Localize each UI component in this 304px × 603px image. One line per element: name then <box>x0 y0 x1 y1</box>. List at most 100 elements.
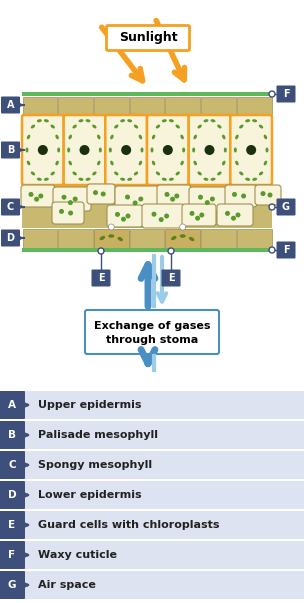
Circle shape <box>269 204 275 210</box>
Bar <box>22 186 272 228</box>
Ellipse shape <box>252 178 257 181</box>
Text: Air space: Air space <box>38 580 96 590</box>
FancyBboxPatch shape <box>22 115 64 185</box>
Ellipse shape <box>264 160 267 165</box>
Ellipse shape <box>108 234 114 238</box>
FancyBboxPatch shape <box>189 115 230 185</box>
Circle shape <box>198 195 203 200</box>
Text: F: F <box>283 245 289 255</box>
Circle shape <box>138 197 143 201</box>
Circle shape <box>189 211 195 216</box>
Text: Waxy cuticle: Waxy cuticle <box>38 550 117 560</box>
FancyBboxPatch shape <box>225 185 257 207</box>
Ellipse shape <box>171 236 177 240</box>
Text: A: A <box>7 100 14 110</box>
Bar <box>0 541 304 569</box>
Ellipse shape <box>99 148 102 153</box>
Ellipse shape <box>194 160 197 165</box>
Circle shape <box>236 212 240 218</box>
Circle shape <box>93 190 98 195</box>
Ellipse shape <box>175 171 180 175</box>
FancyBboxPatch shape <box>115 186 159 212</box>
FancyBboxPatch shape <box>107 205 143 227</box>
FancyBboxPatch shape <box>92 270 110 286</box>
Text: B: B <box>8 430 16 440</box>
Ellipse shape <box>152 134 155 139</box>
Ellipse shape <box>180 234 186 238</box>
Ellipse shape <box>140 148 143 153</box>
Bar <box>130 229 164 247</box>
Text: F: F <box>9 550 16 560</box>
Circle shape <box>199 212 204 218</box>
Circle shape <box>241 194 246 198</box>
Ellipse shape <box>114 125 119 128</box>
Text: Palisade mesophyll: Palisade mesophyll <box>38 430 158 440</box>
Circle shape <box>164 213 169 218</box>
Circle shape <box>195 216 200 221</box>
FancyBboxPatch shape <box>230 115 272 185</box>
Ellipse shape <box>245 119 250 122</box>
Ellipse shape <box>50 125 55 128</box>
Ellipse shape <box>198 125 202 128</box>
Ellipse shape <box>97 160 101 165</box>
Text: C: C <box>8 460 16 470</box>
Circle shape <box>121 216 126 222</box>
Bar <box>0 421 304 449</box>
Ellipse shape <box>50 171 55 175</box>
Ellipse shape <box>120 178 125 181</box>
Ellipse shape <box>239 125 244 128</box>
FancyBboxPatch shape <box>277 86 295 103</box>
Ellipse shape <box>110 134 114 139</box>
FancyBboxPatch shape <box>87 184 115 204</box>
Ellipse shape <box>156 125 160 128</box>
Circle shape <box>261 191 265 196</box>
Text: E: E <box>168 273 174 283</box>
Text: E: E <box>98 273 104 283</box>
Ellipse shape <box>189 237 194 241</box>
Ellipse shape <box>235 160 239 165</box>
Text: C: C <box>7 202 14 212</box>
Ellipse shape <box>192 148 195 153</box>
Ellipse shape <box>180 160 184 165</box>
FancyBboxPatch shape <box>21 185 55 207</box>
FancyBboxPatch shape <box>53 187 91 211</box>
FancyBboxPatch shape <box>277 241 295 259</box>
Bar <box>22 114 272 186</box>
Ellipse shape <box>139 134 142 139</box>
Text: B: B <box>7 145 14 155</box>
Ellipse shape <box>27 134 30 139</box>
Ellipse shape <box>152 160 155 165</box>
Text: E: E <box>9 520 16 530</box>
Ellipse shape <box>68 160 72 165</box>
Ellipse shape <box>44 119 49 122</box>
Bar <box>22 229 57 247</box>
Circle shape <box>205 200 210 205</box>
Circle shape <box>108 224 114 230</box>
Ellipse shape <box>139 160 142 165</box>
Ellipse shape <box>245 178 250 181</box>
Ellipse shape <box>110 160 114 165</box>
FancyBboxPatch shape <box>277 198 295 215</box>
FancyBboxPatch shape <box>255 185 281 205</box>
Circle shape <box>34 197 39 201</box>
Ellipse shape <box>224 148 227 153</box>
FancyBboxPatch shape <box>1 230 20 247</box>
Circle shape <box>101 192 106 197</box>
Circle shape <box>125 195 130 200</box>
FancyBboxPatch shape <box>52 202 84 224</box>
Ellipse shape <box>134 171 138 175</box>
Circle shape <box>225 211 230 216</box>
Circle shape <box>210 197 215 201</box>
Circle shape <box>68 200 73 205</box>
Text: A: A <box>8 400 16 410</box>
Bar <box>58 96 93 113</box>
Circle shape <box>115 212 120 217</box>
FancyBboxPatch shape <box>1 142 20 159</box>
Ellipse shape <box>97 134 101 139</box>
Bar <box>0 391 304 419</box>
Ellipse shape <box>85 119 91 122</box>
Ellipse shape <box>217 125 222 128</box>
Ellipse shape <box>31 171 35 175</box>
Ellipse shape <box>169 119 174 122</box>
Text: Lower epidermis: Lower epidermis <box>38 490 142 500</box>
